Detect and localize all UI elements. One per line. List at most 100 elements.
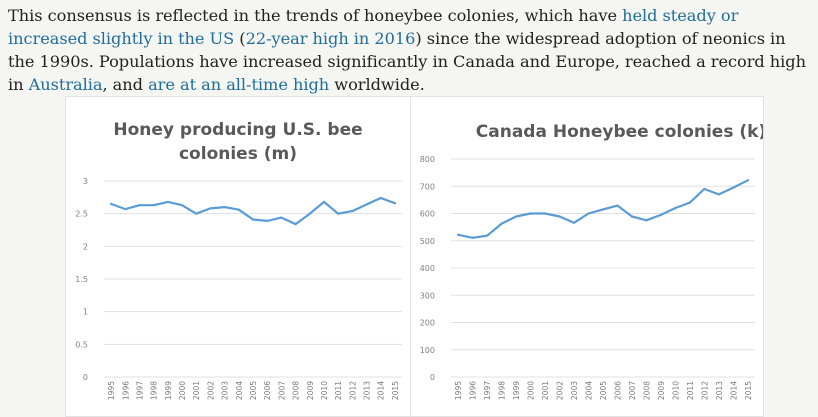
us-x-tick-label: 2006: [263, 381, 272, 400]
us-x-tick-label: 1996: [121, 381, 130, 400]
canada-data-point: [543, 212, 547, 215]
us-x-tick-label: 1997: [135, 381, 144, 400]
article-paragraph: This consensus is reflected in the trend…: [8, 4, 808, 96]
us-x-tick-label: 1999: [164, 381, 173, 400]
canada-data-point: [471, 236, 474, 239]
canada-x-tick-label: 1996: [469, 381, 478, 400]
canada-data-point: [688, 201, 691, 204]
canada-x-tick-label: 2014: [729, 381, 738, 400]
us-x-tick-label: 2012: [348, 381, 357, 400]
article-text-5: worldwide.: [329, 75, 425, 94]
us-data-point: [109, 202, 113, 205]
us-x-tick-label: 2008: [292, 381, 301, 400]
us-x-tick-label: 2001: [192, 381, 201, 400]
canada-data-point: [703, 187, 706, 191]
canada-data-point: [616, 204, 619, 207]
us-data-point: [209, 207, 212, 210]
us-x-tick-label: 2004: [235, 381, 244, 400]
us-data-point: [152, 204, 155, 207]
canada-data-point: [659, 213, 663, 216]
canada-data-point: [601, 208, 605, 211]
us-data-point: [365, 203, 368, 206]
canada-data-point: [732, 186, 735, 189]
canada-x-tick-label: 2004: [585, 381, 594, 400]
canada-y-tick-label: 700: [420, 182, 435, 191]
link-australia[interactable]: Australia: [28, 75, 103, 94]
canada-y-tick-label: 600: [420, 210, 435, 219]
us-x-tick-label: 2010: [320, 381, 329, 400]
us-data-point: [266, 219, 269, 222]
us-x-tick-label: 2007: [277, 381, 286, 400]
us-chart-title: colonies (m): [179, 144, 297, 164]
canada-x-tick-label: 2005: [599, 381, 608, 400]
canada-colonies-chart-panel: Canada Honeybee colonies (k) 0 100 200 300 40…: [411, 97, 763, 416]
us-x-tick-label: 2002: [206, 381, 215, 400]
article-text-1: This consensus is reflected in the trend…: [8, 6, 623, 25]
us-data-point: [195, 212, 198, 215]
canada-data-point: [558, 215, 561, 218]
us-x-tick-label: 2014: [377, 381, 386, 400]
us-data-point: [138, 204, 141, 207]
chart-divider: [410, 97, 411, 416]
us-data-point: [237, 208, 240, 211]
canada-data-point: [645, 219, 648, 222]
us-y-tick-label: 2: [83, 242, 88, 251]
link-all-time-high[interactable]: are at an all-time high: [148, 75, 330, 94]
canada-x-tick-label: 2012: [700, 381, 709, 400]
us-x-tick-label: 2003: [221, 381, 230, 400]
canada-data-point: [630, 215, 634, 218]
canada-x-tick-label: 2006: [613, 381, 622, 400]
canada-x-tick-label: 1995: [454, 381, 463, 400]
us-y-tick-label: 2.5: [75, 210, 88, 219]
canada-x-tick-label: 2008: [642, 381, 651, 400]
us-data-point: [280, 216, 283, 219]
canada-x-tick-label: 1999: [512, 381, 521, 400]
canada-y-tick-label: 800: [420, 155, 435, 164]
canada-x-tick-label: 2000: [527, 381, 536, 400]
canada-x-tick-label: 1997: [483, 381, 492, 400]
us-data-point: [180, 204, 184, 207]
link-held-steady[interactable]: held steady or increased slightly in the…: [8, 6, 739, 48]
us-data-point: [124, 207, 127, 211]
canada-x-tick-label: 2011: [686, 381, 695, 400]
canada-data-point: [515, 215, 518, 218]
us-x-tick-label: 2013: [363, 381, 372, 400]
canada-data-point: [529, 212, 532, 215]
canada-x-tick-label: 1998: [498, 381, 507, 400]
us-data-point: [166, 200, 169, 204]
us-data-point: [294, 223, 297, 226]
canada-x-tick-label: 2010: [671, 381, 680, 400]
canada-x-tick-label: 2002: [556, 381, 565, 400]
canada-x-tick-label: 2007: [628, 381, 637, 400]
us-data-point: [251, 218, 255, 221]
us-x-tick-label: 2009: [306, 381, 315, 400]
canada-y-tick-label: 500: [420, 237, 435, 246]
canada-y-tick-label: 0: [430, 373, 435, 382]
canada-x-tick-label: 2003: [570, 381, 579, 400]
us-data-point: [308, 212, 311, 215]
canada-x-tick-label: 2001: [541, 381, 550, 400]
us-x-tick-label: 2011: [334, 381, 343, 400]
canada-data-point: [486, 234, 489, 237]
link-22-year-high[interactable]: 22-year high in 2016: [245, 29, 416, 48]
article-text-2: (: [234, 29, 246, 48]
us-data-point: [351, 209, 354, 213]
us-y-tick-label: 1: [83, 308, 88, 317]
us-data-point: [337, 212, 340, 215]
us-y-tick-label: 0.5: [75, 340, 88, 349]
canada-data-point: [457, 233, 460, 236]
canada-y-tick-label: 100: [420, 346, 435, 355]
canada-data-point: [717, 193, 720, 196]
canada-data-point: [674, 206, 677, 210]
us-data-point: [322, 200, 326, 204]
canada-chart-title: Canada Honeybee colonies (k): [476, 122, 763, 142]
us-y-tick-label: 3: [83, 177, 88, 186]
canada-x-tick-label: 2009: [657, 381, 666, 400]
chart-figure: Honey producing U.S. bee colonies (m) 0 0.5…: [65, 96, 764, 417]
canada-x-tick-label: 2013: [715, 381, 724, 400]
canada-y-tick-label: 300: [420, 291, 435, 300]
us-data-point: [379, 196, 382, 200]
us-data-point: [223, 206, 226, 209]
us-x-tick-label: 2005: [249, 381, 258, 400]
canada-y-tick-label: 200: [420, 319, 435, 328]
